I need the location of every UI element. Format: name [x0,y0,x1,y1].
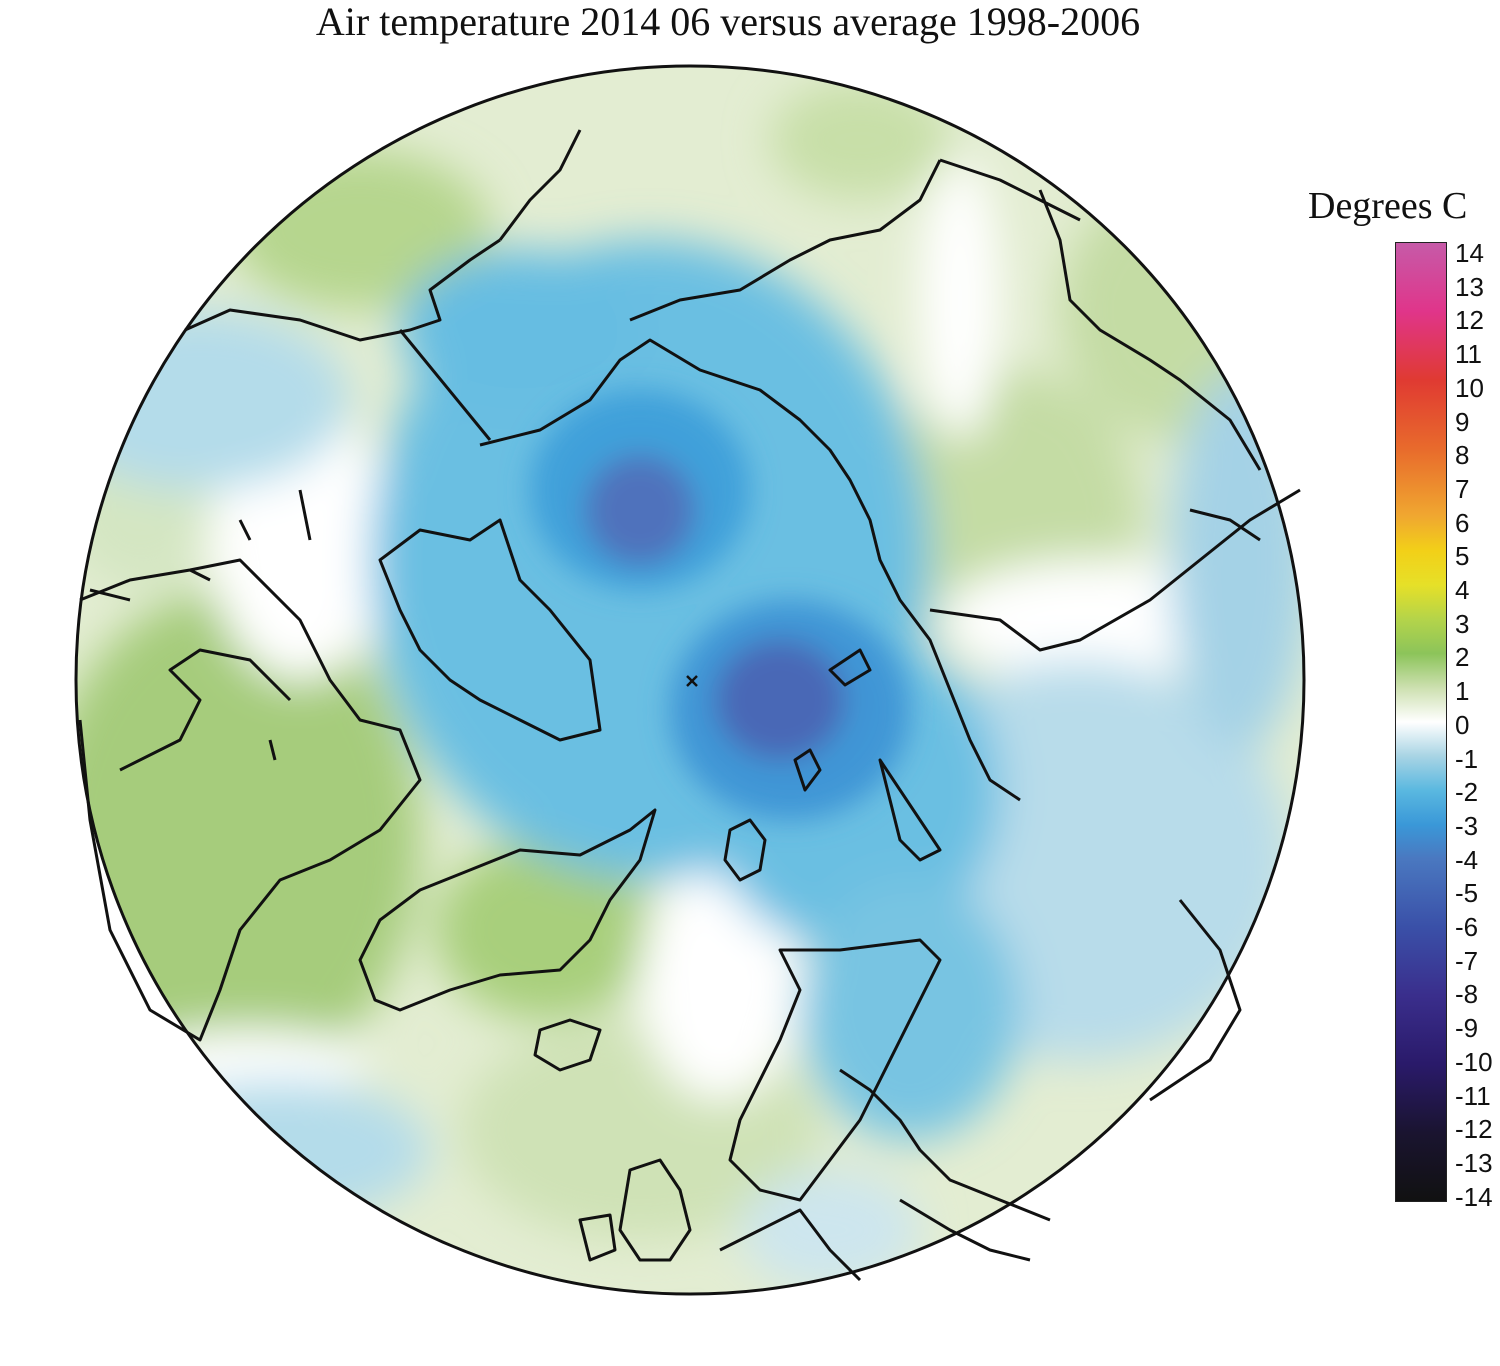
legend-tick-label: -10 [1455,1046,1493,1077]
map-title: Air temperature 2014 06 versus average 1… [315,0,1141,44]
legend-tick-label: 5 [1455,541,1470,572]
iceland-coastline [533,1018,602,1072]
legend-tick-label: -12 [1455,1114,1493,1145]
legend-tick-label: 13 [1455,271,1484,302]
north-pole-marker [686,675,698,687]
legend-colorbar [1395,242,1447,1202]
legend-tick-label: 4 [1455,575,1470,605]
legend-tick-label: -6 [1455,912,1479,942]
legend-tick-label: -8 [1455,979,1479,1010]
britain-coastline [618,1158,692,1262]
legend-tick-label: 8 [1455,440,1470,471]
legend-tick-label: -11 [1455,1080,1491,1111]
asia-east-coastline [1038,189,1262,471]
legend-tick-label: 6 [1455,507,1470,538]
legend-tick-label: -3 [1455,810,1479,841]
greenland-coastline [358,808,657,1012]
svalbard-coastline [723,818,767,882]
legend-title: Degrees C [1308,185,1468,227]
legend-tick-label: 0 [1455,709,1470,740]
anomaly-pacific-lightblue [76,310,350,490]
legend-tick-label: -2 [1455,777,1479,808]
franz-josef-coastline [793,748,822,792]
anomaly-greenland-green [435,840,655,1020]
legend-tick-label: -5 [1455,878,1479,909]
europe-coastline [719,1198,1031,1282]
legend-tick-label: 2 [1455,642,1470,673]
legend-tick-label: 9 [1455,406,1470,437]
map-boundary [74,64,1306,1296]
legend-tick-label: -7 [1455,945,1479,976]
baltic-coastline [839,1068,1051,1222]
legend-tick-label: 14 [1455,238,1484,268]
alaska-coastline [184,238,501,342]
temperature-field [76,66,1304,1294]
legend-tick-label: 1 [1455,676,1470,707]
canada-archipelago-coastline [378,518,602,742]
anomaly-cold-core-2 [715,640,845,760]
anomaly-cold-core-1 [585,455,695,565]
legend-tick-label: -4 [1455,844,1479,875]
north-america-coastline [78,558,422,1042]
legend-tick-label: -9 [1455,1013,1479,1044]
legend-tick-label: 7 [1455,473,1470,504]
scandinavia-coastline [728,938,942,1202]
siberia-east-coastline [498,129,1081,322]
legend-tick-label: 12 [1455,305,1484,336]
legend-tick-label: 10 [1455,372,1484,403]
alaska-russia-border [398,329,492,441]
legend-tick-label: 3 [1455,608,1470,639]
legend-tick-label: -13 [1455,1147,1493,1178]
novaya-zemlya-coastline [878,758,942,862]
coastlines [78,129,1301,1282]
legend-tick-label: -14 [1455,1181,1493,1212]
legend-tick-label: -1 [1455,743,1479,774]
legend-tick-label: 11 [1455,339,1482,370]
russia-arctic-coastline [479,338,1021,802]
